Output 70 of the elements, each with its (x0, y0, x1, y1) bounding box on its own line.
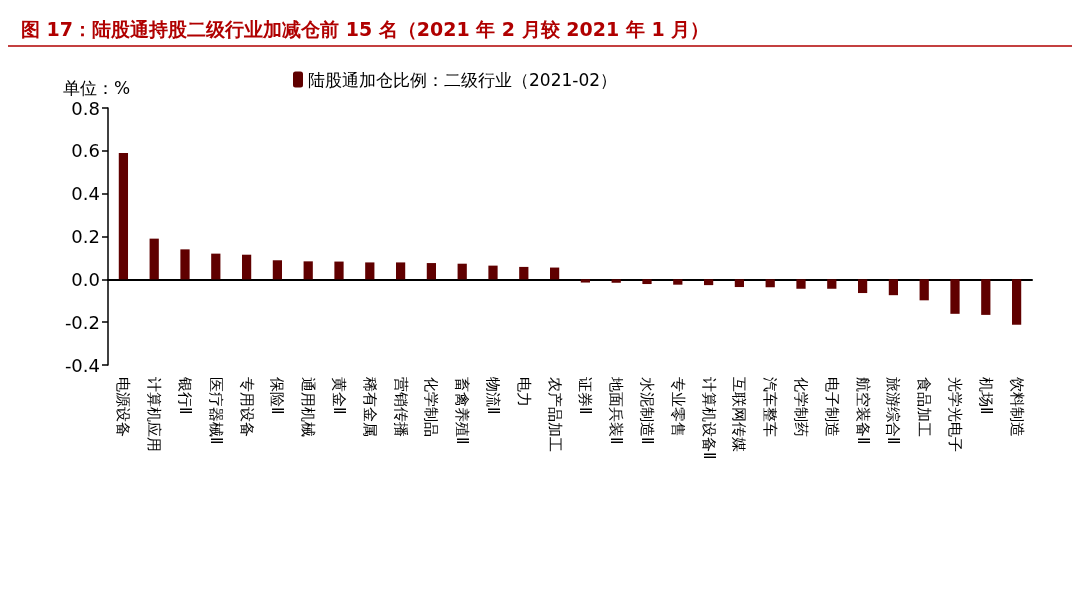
x-tick-label: 旅游综合Ⅱ (884, 377, 903, 445)
y-tick-label: -0.2 (64, 311, 100, 333)
bar (149, 238, 159, 280)
x-tick-label: 汽车整车 (761, 377, 780, 437)
x-tick-label: 保险Ⅱ (268, 377, 287, 415)
bar (765, 279, 775, 288)
bar (796, 279, 806, 289)
y-tick-label: -0.4 (64, 354, 100, 376)
x-tick-label: 稀有金属 (360, 377, 379, 437)
bar (303, 261, 313, 280)
bar (488, 265, 498, 280)
x-tick-label: 水泥制造Ⅱ (638, 377, 656, 445)
x-tick-label: 互联网传媒 (730, 377, 749, 452)
x-tick-label: 机场Ⅱ (976, 377, 995, 415)
bar (211, 253, 221, 280)
y-tick-label: 0.6 (71, 140, 100, 162)
x-tick-label: 畜禽养殖Ⅱ (453, 377, 472, 445)
x-tick-label: 光学光电子 (946, 377, 964, 452)
y-axis-title: 单位：% (63, 77, 131, 98)
bar (611, 279, 621, 283)
bar (241, 254, 252, 280)
x-tick-label: 银行Ⅱ (176, 376, 194, 415)
bar (334, 261, 344, 280)
bar (118, 152, 129, 280)
bar (549, 267, 560, 280)
bar (272, 260, 283, 280)
x-tick-label: 专业零售 (668, 377, 687, 437)
x-tick-label: 食品加工 (915, 377, 934, 437)
bar (857, 279, 868, 294)
bar (426, 263, 437, 280)
bar (395, 262, 406, 280)
bar (580, 279, 591, 283)
x-tick-label: 饮料制造 (1007, 376, 1026, 437)
chart-title: 图 17：陆股通持股二级行业加减仓前 15 名（2021 年 2 月较 2021 年 1 月） (21, 17, 710, 40)
bar (457, 263, 467, 280)
x-tick-label: 地面兵装Ⅱ (607, 376, 626, 445)
x-tick-label: 通用机械 (299, 377, 318, 437)
x-tick-label: 化学制药 (792, 377, 810, 437)
bar (950, 279, 960, 314)
bar (673, 279, 683, 285)
legend-label: 陆股通加仓比例：二级行业（2021-02） (308, 69, 618, 90)
y-tick-label: 0.0 (71, 268, 100, 290)
bar (703, 279, 714, 286)
bar (519, 266, 529, 280)
bar (1011, 279, 1022, 325)
bar (734, 279, 745, 288)
x-tick-label: 电力 (514, 377, 533, 407)
x-tick-label: 计算机设备Ⅱ (699, 377, 718, 460)
bar (919, 279, 929, 301)
y-tick-label: 0.4 (71, 183, 100, 205)
x-tick-label: 农产品加工 (545, 377, 564, 452)
x-tick-label: 航空装备Ⅱ (853, 377, 872, 445)
bar (981, 279, 991, 315)
x-tick-label: 专用设备 (237, 377, 256, 437)
x-tick-label: 电源设备 (114, 377, 133, 437)
y-tick-label: 0.2 (71, 226, 100, 247)
bar (888, 279, 899, 296)
x-tick-label: 黄金Ⅱ (330, 377, 348, 415)
x-tick-label: 计算机应用 (145, 377, 164, 452)
x-tick-label: 电子制造 (822, 377, 841, 437)
x-tick-label: 物流Ⅱ (484, 377, 502, 415)
x-tick-label: 化学制品 (422, 377, 441, 437)
bar (827, 279, 837, 289)
x-tick-label: 医疗器械Ⅱ (206, 377, 225, 445)
bar (180, 249, 190, 280)
bar (642, 279, 652, 285)
bar (365, 262, 375, 280)
x-tick-label: 证券Ⅱ (576, 377, 595, 415)
x-tick-label: 营销传播 (391, 377, 410, 437)
y-tick-label: 0.8 (71, 97, 100, 119)
